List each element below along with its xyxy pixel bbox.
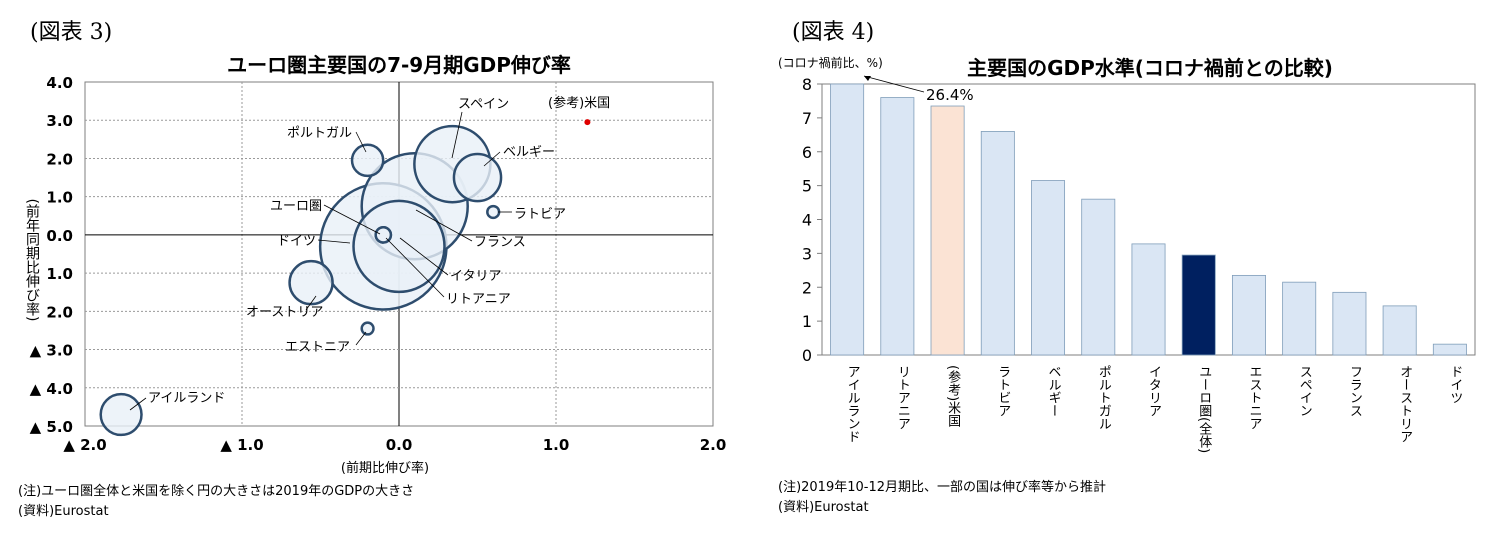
bubble-point	[350, 143, 385, 178]
y-axis-label: (前年同期比伸び率)	[24, 199, 40, 322]
x-tick-label: 0.0	[386, 436, 413, 454]
bubble-point	[288, 259, 334, 306]
bar-y-tick-label: 8	[802, 75, 812, 94]
bar	[1131, 243, 1166, 356]
bar-category-label: ラトビア	[995, 365, 1010, 417]
bar	[1382, 305, 1417, 356]
bar-y-tick-label: 0	[802, 346, 812, 365]
bar	[830, 83, 865, 356]
y-tick-label: 4.0	[46, 74, 73, 92]
bar-y-tick-label: 3	[802, 244, 812, 263]
bar	[1031, 180, 1066, 356]
bar-category-label: イタリア	[1146, 365, 1161, 417]
bar-y-tick-label: 5	[802, 177, 812, 196]
bar-category-label: ポルトガル	[1096, 365, 1111, 430]
bubble-label: フランス	[474, 235, 526, 250]
bar	[930, 105, 965, 356]
annotation-arrow-line	[863, 75, 925, 93]
bar	[1332, 291, 1367, 356]
bar-annotation: 26.4%	[926, 86, 974, 104]
x-tick-label: 1.0	[543, 436, 570, 454]
bubble-leader-line	[323, 204, 381, 235]
left-note-line-1: (注)ユーロ圏全体と米国を除く円の大きさは2019年のGDPの大きさ	[18, 484, 415, 499]
bar	[1081, 198, 1116, 356]
panel-label-left: (図表 3)	[30, 20, 113, 45]
y-tick-label: 0.0	[46, 227, 73, 245]
annotation-arrow-head	[864, 76, 871, 81]
bubble-label: スペイン	[458, 97, 509, 112]
bubble-leader-line	[399, 237, 449, 276]
bar-category-label: ベルギー	[1046, 365, 1062, 417]
bubble-point	[99, 392, 143, 437]
bubble-label: ポルトガル	[287, 126, 352, 141]
y-tick-label: 3.0	[46, 112, 73, 130]
x-tick-label: 2.0	[700, 436, 727, 454]
y-tick-label: 1.0	[46, 265, 73, 283]
y-tick-label: 1.0	[46, 189, 73, 207]
right-y-unit-label: (コロナ禍前比、%)	[778, 55, 883, 70]
bar-category-label: フランス	[1347, 365, 1362, 417]
left-source: (資料)Eurostat	[18, 504, 109, 519]
y-tick-label: ▲ 3.0	[30, 342, 73, 360]
bubble-leader-line	[451, 111, 463, 159]
bubble-label: ドイツ	[277, 234, 316, 249]
bar-category-label: ドイツ	[1447, 365, 1462, 404]
bubble-label: ユーロ圏	[270, 199, 322, 214]
bar-category-label: アイルランド	[845, 365, 860, 443]
bubble-point	[360, 321, 375, 336]
bar-category-label: (参考)米国	[945, 365, 961, 428]
right-source: (資料)Eurostat	[778, 500, 869, 515]
x-axis-label: (前期比伸び率)	[341, 460, 429, 476]
y-tick-label: ▲ 5.0	[30, 418, 73, 436]
bar-y-tick-label: 1	[802, 312, 812, 331]
right-note: (注)2019年10-12月期比、一部の国は伸び率等から推計 (資料)Euros…	[778, 478, 1106, 518]
bar	[1282, 281, 1317, 356]
us-point	[584, 119, 591, 126]
bubble-point	[352, 199, 446, 294]
bar	[1181, 254, 1216, 356]
bubble-leader-line	[317, 239, 351, 244]
bar-y-tick-label: 6	[802, 143, 812, 162]
left-note: (注)ユーロ圏全体と米国を除く円の大きさは2019年のGDPの大きさ (資料)E…	[18, 482, 414, 522]
bar	[1231, 274, 1266, 356]
bar-y-tick-label: 4	[802, 211, 812, 230]
bubble-leader-line	[483, 151, 501, 167]
bar-category-label: リトアニア	[895, 365, 910, 430]
bubble-leader-line	[305, 295, 317, 311]
bubble-label: アイルランド	[148, 391, 225, 406]
bubble-point	[486, 204, 501, 220]
bubble-label: オーストリア	[246, 305, 323, 320]
x-tick-label: ▲ 2.0	[63, 436, 106, 454]
bubble-label: エストニア	[285, 340, 350, 355]
x-tick-label: ▲ 1.0	[220, 436, 263, 454]
bubble-leader-line	[385, 237, 445, 298]
bubble-leader-line	[355, 331, 367, 346]
bar-category-label: ユーロ圏(全体)	[1196, 365, 1212, 453]
bar-category-label: オーストリア	[1397, 365, 1412, 443]
bubble-point	[452, 152, 503, 203]
left-chart-title: ユーロ圏主要国の7-9月期GDP伸び率	[227, 53, 571, 77]
bar-y-tick-label: 7	[802, 109, 812, 128]
y-tick-label: 2.0	[46, 150, 73, 168]
bubble-label: ベルギー	[503, 145, 555, 160]
bar-category-label: エストニア	[1246, 365, 1261, 430]
bar	[880, 97, 915, 356]
bubble-label: リトアニア	[446, 292, 511, 307]
y-tick-label: 2.0	[46, 303, 73, 321]
bubble-leader-line	[129, 397, 147, 411]
bar	[1432, 343, 1467, 356]
bar-y-tick-label: 2	[802, 278, 812, 297]
bubble-leader-line	[355, 131, 367, 153]
bar-category-label: スペイン	[1297, 365, 1313, 417]
y-tick-label: ▲ 4.0	[30, 380, 73, 398]
bubble-label: イタリア	[450, 269, 501, 284]
bar	[980, 131, 1015, 356]
right-chart-title: 主要国のGDP水準(コロナ禍前との比較)	[967, 56, 1333, 80]
bubble-label: ラトビア	[514, 207, 566, 222]
panel-label-right: (図表 4)	[792, 20, 875, 45]
bubble-leader-line	[415, 209, 473, 242]
right-note-line-1: (注)2019年10-12月期比、一部の国は伸び率等から推計	[778, 480, 1107, 495]
us-point-label: (参考)米国	[548, 95, 610, 111]
